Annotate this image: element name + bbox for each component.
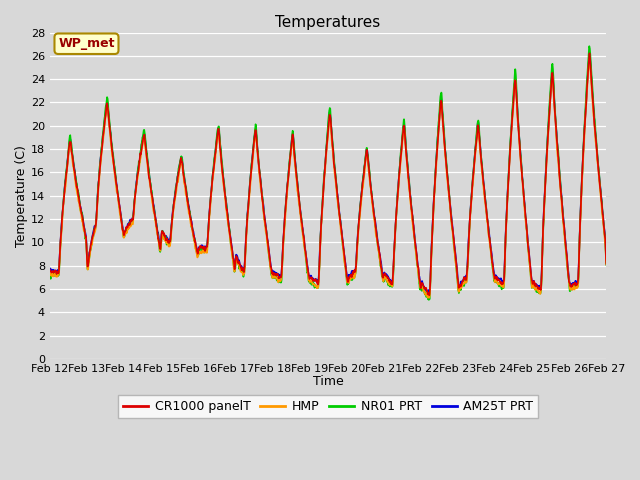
Title: Temperatures: Temperatures [275, 15, 381, 30]
Y-axis label: Temperature (C): Temperature (C) [15, 145, 28, 247]
X-axis label: Time: Time [313, 375, 344, 388]
Text: WP_met: WP_met [58, 37, 115, 50]
Legend: CR1000 panelT, HMP, NR01 PRT, AM25T PRT: CR1000 panelT, HMP, NR01 PRT, AM25T PRT [118, 395, 538, 418]
